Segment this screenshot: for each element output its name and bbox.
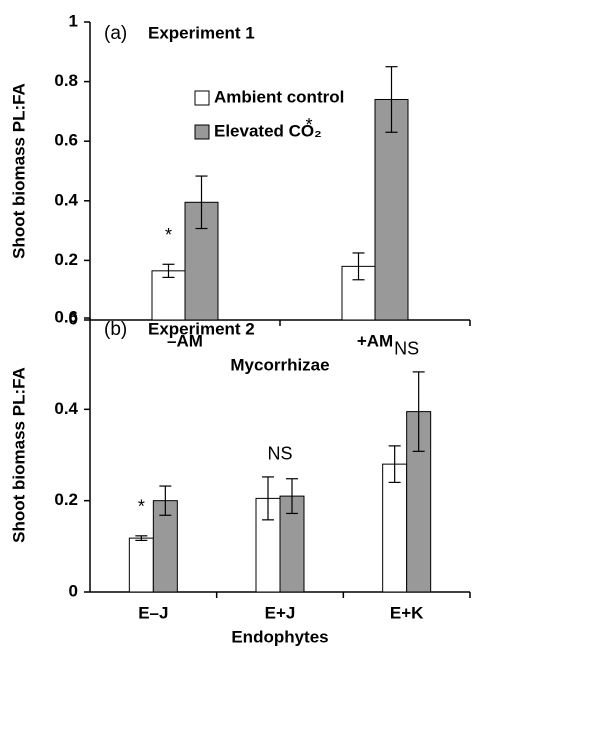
y-tick-label: 0.6 — [54, 131, 78, 150]
legend-label: Elevated CO₂ — [214, 121, 322, 140]
y-tick-label: 0.2 — [54, 490, 78, 509]
y-axis-label: Shoot biomass PL:FA — [9, 367, 28, 543]
bar — [151, 270, 186, 321]
y-tick-label: 0.4 — [54, 399, 78, 418]
x-axis-label: Mycorrhizae — [230, 355, 329, 374]
x-tick-label: E+J — [265, 603, 296, 622]
x-axis-label: Endophytes — [231, 627, 328, 646]
legend-label: Ambient control — [214, 87, 344, 106]
bar — [152, 500, 178, 593]
legend-swatch — [194, 124, 210, 140]
chart-title: Experiment 1 — [148, 23, 255, 42]
x-tick-label: +AM — [357, 331, 393, 350]
annotation: * — [305, 115, 312, 135]
annotation: * — [138, 497, 145, 517]
annotation: NS — [267, 444, 292, 464]
annotation: * — [165, 225, 172, 245]
annotation: NS — [394, 339, 419, 359]
legend-swatch — [194, 90, 210, 106]
y-tick-label: 0 — [69, 309, 78, 328]
bar — [382, 463, 408, 593]
panel-label: (a) — [104, 23, 127, 44]
y-tick-label: 0.8 — [54, 71, 78, 90]
x-tick-label: E+K — [390, 603, 424, 622]
y-tick-label: 0.4 — [54, 190, 78, 209]
y-tick-label: 0.6 — [54, 307, 78, 326]
chart-title: Experiment 2 — [148, 319, 255, 338]
bar — [128, 537, 154, 593]
x-tick-label: –AM — [167, 331, 203, 350]
panel-label: (b) — [104, 319, 127, 340]
y-tick-label: 1 — [69, 11, 78, 30]
y-axis-label: Shoot biomass PL:FA — [9, 83, 28, 259]
y-tick-label: 0.2 — [54, 250, 78, 269]
y-tick-label: 0 — [69, 581, 78, 600]
x-tick-label: E–J — [138, 603, 168, 622]
